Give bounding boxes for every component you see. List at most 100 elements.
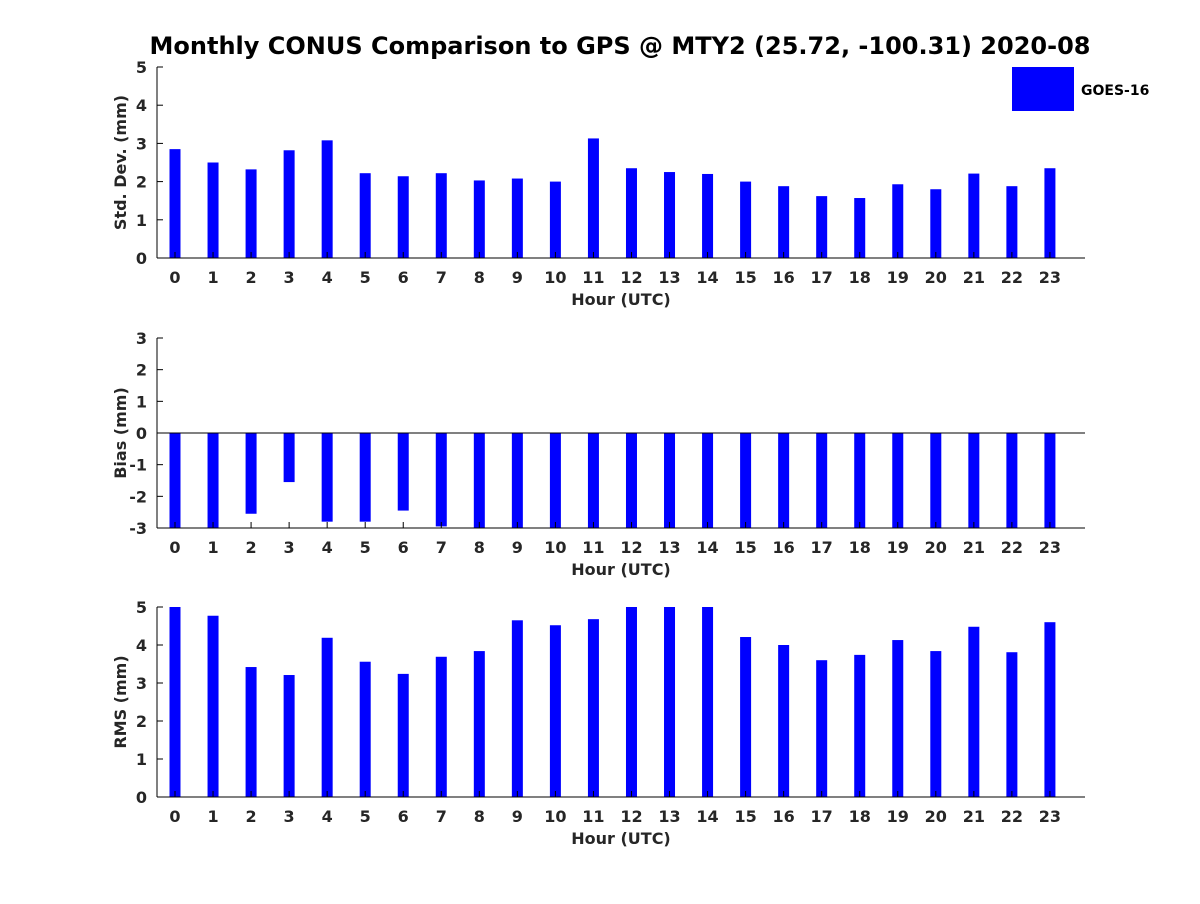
bar-std-dev-hour-16 [778,186,790,258]
bar-rms-hour-20 [930,651,942,797]
x-tick-label: 18 [849,268,871,287]
bar-std-dev-hour-3 [283,150,295,258]
x-tick-label: 3 [284,807,295,826]
y-tick-label: -3 [129,519,147,538]
x-tick-label: 23 [1039,538,1061,557]
x-tick-label: 13 [658,807,680,826]
x-tick-label: 2 [246,807,257,826]
bar-rms-hour-12 [625,607,637,797]
x-tick-label: 0 [169,807,180,826]
y-tick-label: 2 [136,173,147,192]
bar-bias-hour-6 [397,433,409,511]
y-tick-label: 2 [136,712,147,731]
bar-rms-hour-23 [1044,622,1056,797]
bar-bias-hour-2 [245,433,257,514]
x-tick-label: 4 [322,807,333,826]
x-tick-label: 11 [582,268,604,287]
bar-rms-hour-21 [968,626,980,797]
x-tick-label: 22 [1001,268,1023,287]
x-tick-label: 6 [398,807,409,826]
x-tick-label: 1 [207,807,218,826]
x-tick-label: 14 [696,807,718,826]
y-tick-label: 5 [136,598,147,617]
bar-bias-hour-14 [702,433,714,528]
x-tick-label: 9 [512,268,523,287]
bar-std-dev-hour-17 [816,196,828,258]
bar-bias-hour-17 [816,433,828,528]
y-tick-label: 4 [136,636,147,655]
bar-bias-hour-21 [968,433,980,528]
bar-rms-hour-2 [245,667,257,797]
x-tick-label: 12 [620,268,642,287]
x-tick-label: 6 [398,268,409,287]
x-tick-label: 18 [849,807,871,826]
y-tick-label: 0 [136,424,147,443]
x-tick-label: 14 [696,268,718,287]
bar-rms-hour-16 [778,645,790,797]
x-tick-label: 10 [544,807,566,826]
x-tick-label: 11 [582,807,604,826]
bar-rms-hour-6 [397,673,409,797]
x-tick-label: 15 [734,538,756,557]
x-tick-label: 20 [925,538,947,557]
y-tick-label: 3 [136,674,147,693]
x-tick-label: 16 [773,268,795,287]
bar-rms-hour-9 [511,620,523,797]
bar-bias-hour-8 [473,433,485,528]
x-tick-label: 8 [474,807,485,826]
x-tick-label: 20 [925,268,947,287]
bar-rms-hour-11 [587,619,599,797]
bar-bias-hour-0 [169,433,181,528]
y-tick-label: 1 [136,211,147,230]
x-tick-label: 10 [544,268,566,287]
x-tick-label: 16 [773,807,795,826]
bar-std-dev-hour-6 [397,176,409,258]
bar-rms-hour-3 [283,675,295,797]
x-tick-label: 20 [925,807,947,826]
bar-rms-hour-14 [702,607,714,797]
x-tick-label: 12 [620,538,642,557]
bar-std-dev-hour-23 [1044,168,1056,258]
bar-rms-hour-8 [473,651,485,797]
bar-std-dev-hour-1 [207,162,219,258]
y-axis-label: Std. Dev. (mm) [111,95,130,230]
bar-rms-hour-10 [549,625,561,797]
x-tick-label: 17 [811,268,833,287]
bar-bias-hour-20 [930,433,942,528]
x-tick-label: 23 [1039,268,1061,287]
bar-std-dev-hour-20 [930,189,942,258]
bar-rms-hour-19 [892,640,904,797]
x-tick-label: 0 [169,538,180,557]
x-tick-label: 22 [1001,807,1023,826]
x-tick-label: 3 [284,268,295,287]
x-tick-label: 7 [436,538,447,557]
bar-bias-hour-3 [283,433,295,483]
bar-std-dev-hour-10 [549,181,561,258]
x-axis-label: Hour (UTC) [571,560,671,579]
x-tick-label: 15 [734,268,756,287]
x-tick-label: 19 [887,807,909,826]
bar-rms-hour-13 [664,607,676,797]
y-tick-label: 2 [136,361,147,380]
bar-rms-hour-22 [1006,652,1018,797]
legend-label: GOES-16 [1081,83,1149,99]
x-tick-label: 12 [620,807,642,826]
bar-std-dev-hour-15 [740,181,752,258]
bar-std-dev-hour-13 [664,172,676,258]
x-tick-label: 5 [360,268,371,287]
x-tick-label: 21 [963,807,985,826]
x-tick-label: 19 [887,538,909,557]
x-tick-label: 17 [811,807,833,826]
x-tick-label: 6 [398,538,409,557]
legend-swatch [1012,67,1074,111]
bar-bias-hour-12 [625,433,637,528]
bar-bias-hour-5 [359,433,371,522]
y-tick-label: 1 [136,750,147,769]
x-tick-label: 9 [512,807,523,826]
bar-std-dev-hour-7 [435,173,447,258]
bar-rms-hour-0 [169,607,181,797]
bar-rms-hour-1 [207,615,219,797]
y-tick-label: 3 [136,329,147,348]
